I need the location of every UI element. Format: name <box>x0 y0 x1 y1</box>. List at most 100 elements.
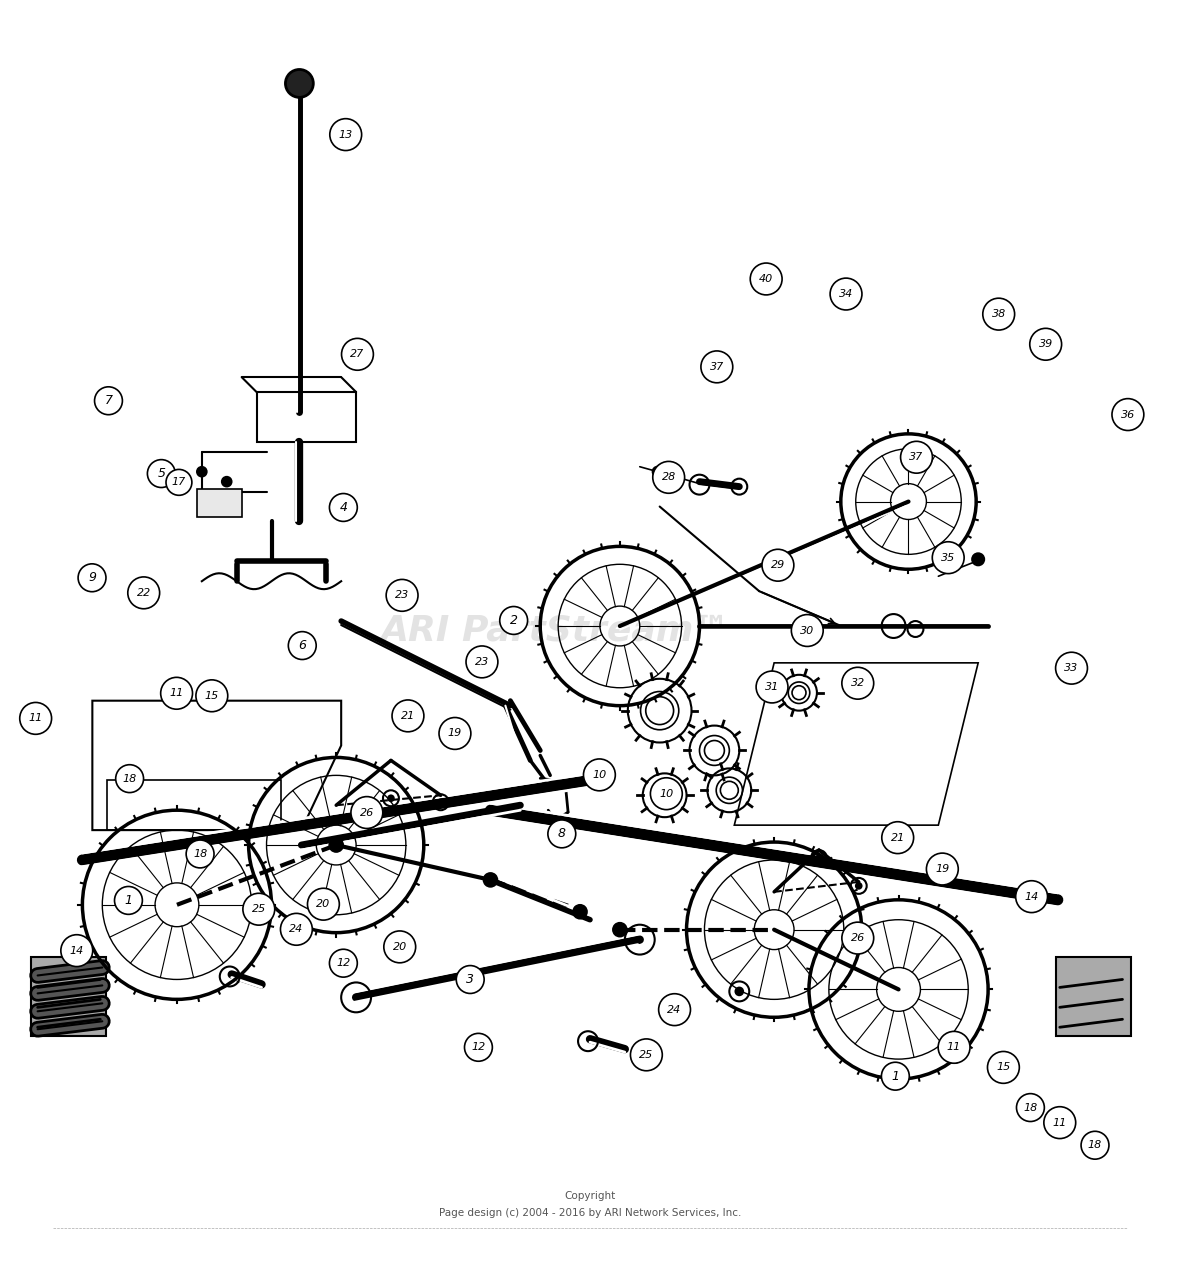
Circle shape <box>148 459 176 488</box>
Circle shape <box>350 797 382 828</box>
Circle shape <box>392 700 424 731</box>
Circle shape <box>222 477 231 487</box>
Circle shape <box>160 677 192 709</box>
Circle shape <box>841 667 873 699</box>
Text: 15: 15 <box>996 1063 1010 1072</box>
Text: 11: 11 <box>1053 1117 1067 1127</box>
Circle shape <box>750 264 782 295</box>
Text: 34: 34 <box>839 289 853 299</box>
Circle shape <box>938 1031 970 1063</box>
Circle shape <box>281 913 313 946</box>
Text: 4: 4 <box>340 501 347 514</box>
Circle shape <box>127 576 159 609</box>
Circle shape <box>583 759 615 791</box>
Text: ARI PartStream™: ARI PartStream™ <box>380 614 729 647</box>
Circle shape <box>735 987 743 995</box>
Circle shape <box>972 554 984 565</box>
Text: 11: 11 <box>170 689 184 699</box>
Circle shape <box>94 387 123 415</box>
Text: 1: 1 <box>124 894 132 907</box>
Text: 31: 31 <box>765 682 779 692</box>
FancyBboxPatch shape <box>31 957 106 1037</box>
Text: 25: 25 <box>640 1050 654 1059</box>
Text: 24: 24 <box>289 924 303 934</box>
Circle shape <box>630 1039 662 1071</box>
Text: 19: 19 <box>448 729 463 739</box>
Circle shape <box>756 671 788 702</box>
Circle shape <box>197 467 206 477</box>
Circle shape <box>114 886 143 914</box>
Text: 19: 19 <box>936 864 950 874</box>
Circle shape <box>308 888 340 921</box>
Text: 23: 23 <box>474 657 489 667</box>
Circle shape <box>792 614 824 647</box>
Circle shape <box>573 905 586 919</box>
Text: 11: 11 <box>948 1043 962 1053</box>
Text: 26: 26 <box>851 933 865 943</box>
Circle shape <box>1016 1093 1044 1121</box>
Circle shape <box>166 469 192 496</box>
Circle shape <box>329 950 358 977</box>
Text: 29: 29 <box>771 560 785 570</box>
Text: 26: 26 <box>360 807 374 817</box>
Circle shape <box>243 893 275 926</box>
Text: 37: 37 <box>709 362 725 372</box>
Text: Copyright: Copyright <box>564 1192 616 1202</box>
Circle shape <box>329 493 358 521</box>
Text: 28: 28 <box>662 473 676 483</box>
Text: 18: 18 <box>1023 1102 1037 1112</box>
Circle shape <box>286 69 314 97</box>
Circle shape <box>78 564 106 591</box>
Circle shape <box>466 646 498 678</box>
Circle shape <box>841 922 873 955</box>
Text: 18: 18 <box>194 849 208 859</box>
Text: 18: 18 <box>123 774 137 783</box>
Circle shape <box>20 702 52 734</box>
Text: 20: 20 <box>316 899 330 909</box>
Circle shape <box>881 822 913 854</box>
Text: 30: 30 <box>800 625 814 636</box>
Circle shape <box>650 778 682 810</box>
Circle shape <box>988 1052 1020 1083</box>
Circle shape <box>1030 328 1062 361</box>
Circle shape <box>499 607 527 634</box>
Text: 1: 1 <box>891 1069 899 1083</box>
Circle shape <box>1112 398 1143 430</box>
Circle shape <box>386 579 418 612</box>
Circle shape <box>1081 1131 1109 1159</box>
Text: 2: 2 <box>510 614 518 627</box>
Circle shape <box>926 854 958 885</box>
Text: 18: 18 <box>1088 1140 1102 1150</box>
Text: 5: 5 <box>157 467 165 480</box>
Circle shape <box>457 966 484 994</box>
Circle shape <box>186 840 214 868</box>
Text: 23: 23 <box>395 590 409 600</box>
Text: 7: 7 <box>105 395 112 407</box>
Circle shape <box>548 820 576 847</box>
Text: 10: 10 <box>660 788 674 798</box>
Text: 21: 21 <box>401 711 415 721</box>
Text: 22: 22 <box>137 588 151 598</box>
Text: 36: 36 <box>1121 410 1135 420</box>
Text: 12: 12 <box>336 958 350 968</box>
Text: 27: 27 <box>350 349 365 359</box>
Circle shape <box>983 298 1015 330</box>
Text: 9: 9 <box>88 571 96 584</box>
Circle shape <box>61 934 93 967</box>
Circle shape <box>658 994 690 1025</box>
Text: 3: 3 <box>466 973 474 986</box>
Text: 6: 6 <box>299 639 307 652</box>
Circle shape <box>465 1033 492 1062</box>
Circle shape <box>384 931 415 963</box>
Circle shape <box>612 923 627 937</box>
Text: 40: 40 <box>759 274 773 284</box>
Text: 8: 8 <box>558 827 566 840</box>
Circle shape <box>881 1062 910 1090</box>
Text: 20: 20 <box>393 942 407 952</box>
Circle shape <box>388 796 394 801</box>
Text: 15: 15 <box>204 691 219 701</box>
Text: 37: 37 <box>910 453 924 463</box>
FancyBboxPatch shape <box>197 488 242 517</box>
Circle shape <box>1056 652 1088 685</box>
Circle shape <box>900 441 932 473</box>
